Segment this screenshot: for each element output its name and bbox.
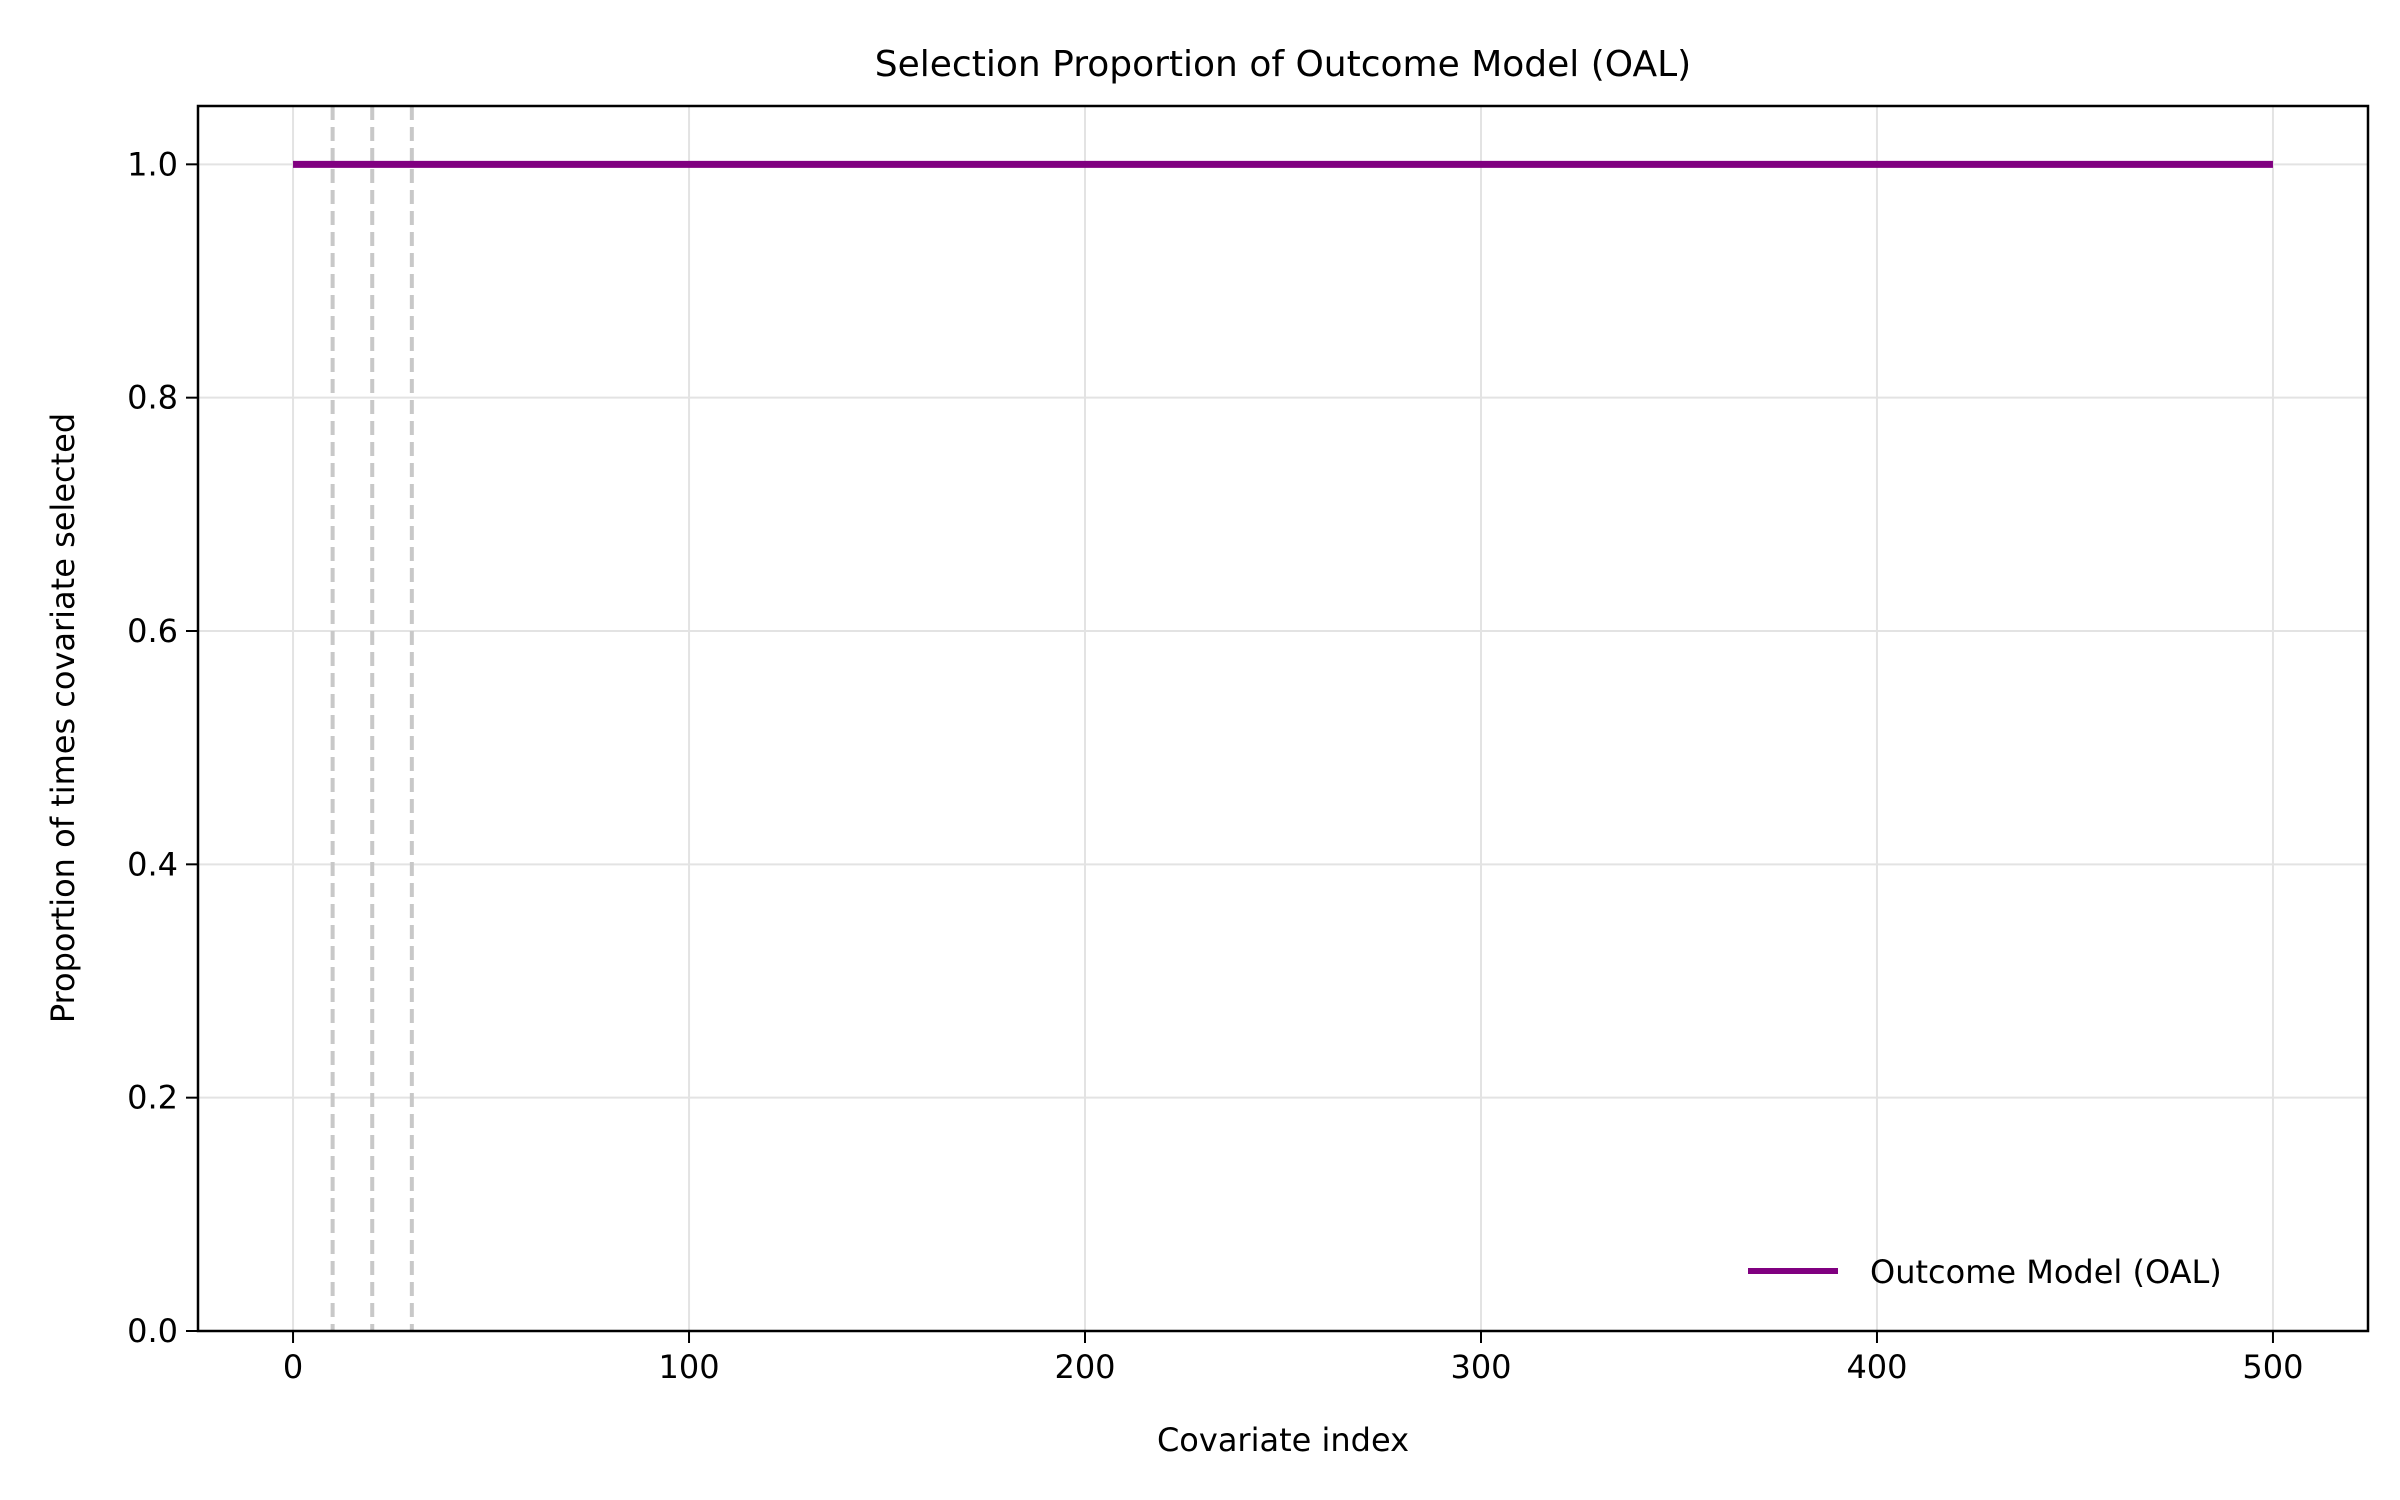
y-tick-label: 0.6	[127, 612, 178, 650]
chart-title: Selection Proportion of Outcome Model (O…	[875, 44, 1691, 85]
x-tick-label: 300	[1450, 1348, 1511, 1386]
x-axis-ticks: 0 100 200 300 400 500	[283, 1331, 2304, 1386]
x-axis-label: Covariate index	[1157, 1421, 1409, 1459]
y-tick-label: 0.4	[127, 845, 178, 883]
legend-label: Outcome Model (OAL)	[1870, 1253, 2222, 1291]
x-tick-label: 200	[1054, 1348, 1115, 1386]
plot-frame	[196, 104, 2370, 1333]
x-tick-label: 100	[658, 1348, 719, 1386]
y-axis-label: Proportion of times covariate selected	[44, 413, 82, 1023]
y-tick-label: 0.2	[127, 1079, 178, 1117]
x-tick-label: 0	[283, 1348, 303, 1386]
x-tick-label: 500	[2242, 1348, 2303, 1386]
y-tick-label: 0.0	[127, 1312, 178, 1350]
reference-lines	[330, 106, 414, 1331]
y-tick-label: 0.8	[127, 379, 178, 417]
y-axis-ticks: 0.0 0.2 0.4 0.6 0.8 1.0	[127, 145, 198, 1350]
y-tick-label: 1.0	[127, 145, 178, 183]
x-tick-label: 400	[1846, 1348, 1907, 1386]
legend: Outcome Model (OAL)	[1748, 1253, 2222, 1291]
